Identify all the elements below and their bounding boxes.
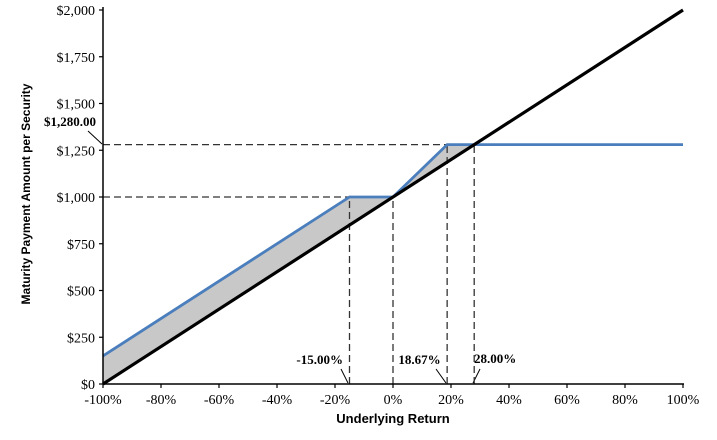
y-tick-label: $1,500 [57, 98, 96, 113]
x-tick-label: 20% [438, 393, 464, 408]
x-tick-label: 100% [667, 393, 700, 408]
x-tick-label: -100% [84, 393, 122, 408]
y-tick-label: $1,250 [57, 144, 96, 159]
y-tick-label: $500 [67, 285, 95, 300]
x-tick-label: -20% [320, 393, 351, 408]
y-tick-label: $1,750 [57, 51, 96, 66]
y-axis-title: Maturity Payment Amount per Security [19, 83, 33, 305]
y-tick-label: $2,000 [57, 4, 96, 19]
buffer-callout-line [340, 368, 349, 384]
cap-return-callout-line [435, 368, 447, 384]
x-tick-label: 60% [554, 393, 580, 408]
series-line-underlying-return-reference [102, 8, 684, 386]
cap-return-annotation: 18.67% [398, 352, 441, 367]
x-axis-title: Underlying Return [336, 411, 450, 426]
x-tick-label: -40% [262, 393, 293, 408]
max-payment-callout-line [87, 130, 103, 145]
y-tick-label: $750 [67, 238, 95, 253]
y-tick-label: $0 [81, 378, 95, 393]
x-tick-label: -60% [204, 393, 235, 408]
x-tick-label: 80% [612, 393, 638, 408]
buffer-level-annotation: -15.00% [296, 352, 343, 367]
x-tick-label: -80% [146, 393, 177, 408]
x-tick-label: 0% [384, 393, 403, 408]
x-tick-label: 40% [496, 393, 522, 408]
y-tick-label: $250 [67, 331, 95, 346]
breakeven-annotation: 28.00% [474, 351, 517, 366]
y-tick-label: $1,000 [57, 191, 96, 206]
max-payment-annotation: $1,280.00 [44, 114, 96, 129]
